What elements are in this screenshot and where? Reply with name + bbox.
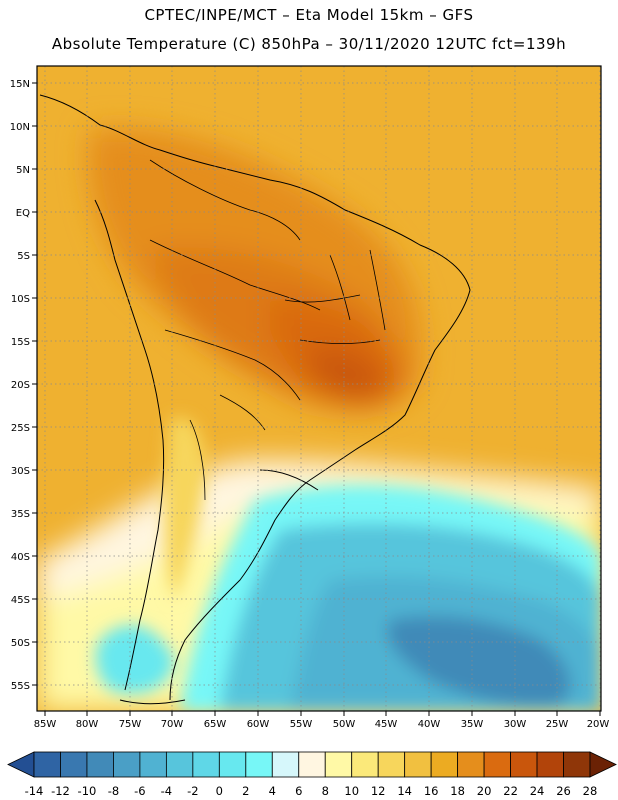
lat-label: 35S [11, 509, 30, 520]
lat-label: 5S [17, 251, 30, 262]
lat-label: 10N [10, 122, 30, 133]
colorbar-label: 18 [450, 784, 465, 798]
coastline [39, 94, 471, 705]
title-line-2: Absolute Temperature (C) 850hPa – 30/11/… [51, 35, 567, 53]
colorbar-label: 14 [397, 784, 412, 798]
country-borders [149, 159, 386, 501]
colorbar-swatch [271, 751, 300, 778]
lon-label: 20W [587, 719, 610, 730]
colorbar-label: 4 [269, 784, 276, 798]
colorbar-label: -6 [134, 784, 145, 798]
lon-label: 50W [333, 719, 356, 730]
lat-label: 15N [10, 79, 30, 90]
lat-label: 55S [11, 681, 30, 692]
colorbar-label: 2 [242, 784, 249, 798]
lon-label: 30W [504, 719, 527, 730]
colorbar-swatch [245, 751, 273, 778]
colorbar-label: 12 [371, 784, 386, 798]
lat-label: 5N [16, 165, 30, 176]
colorbar-label: 26 [556, 784, 571, 798]
colorbar-swatch [139, 751, 167, 778]
colorbar-label: 24 [530, 784, 545, 798]
lat-label: 15S [11, 337, 30, 348]
colorbar-swatch [298, 751, 326, 778]
colorbar-swatch [60, 751, 88, 778]
colorbar-label: 6 [295, 784, 302, 798]
colorbar-label: 16 [424, 784, 439, 798]
colorbar-label: 22 [503, 784, 518, 798]
lon-label: 55W [290, 719, 313, 730]
colorbar-swatch [563, 751, 591, 778]
colorbar-label: -4 [161, 784, 172, 798]
lat-label: 25S [11, 423, 30, 434]
colorbar-labels: -14 -12 -10 -8 -6 -4 -2 0 2 4 6 8 10 12 14 16 18 20 22 24 26… [25, 784, 598, 798]
longitude-axis: 85W 80W 75W 70W 65W 60W 55W 50W 45W 40W … [34, 719, 610, 730]
colorbar-label: 0 [216, 784, 223, 798]
colorbar-label: 28 [583, 784, 598, 798]
lat-label: EQ [16, 208, 30, 219]
colorbar-swatch [351, 751, 379, 778]
lon-label: 80W [76, 719, 99, 730]
colorbar-label: -10 [78, 784, 97, 798]
colorbar-swatch [33, 751, 61, 778]
colorbar-label: -12 [51, 784, 70, 798]
colorbar-swatch [430, 751, 459, 778]
colorbar-swatch [165, 751, 194, 778]
colorbar-min-arrow [7, 751, 35, 778]
lat-label: 10S [11, 294, 30, 305]
lon-label: 45W [375, 719, 398, 730]
lat-label: 40S [11, 552, 30, 563]
plot-frame [36, 65, 602, 712]
lon-label: 85W [34, 719, 57, 730]
colorbar-swatch [113, 751, 141, 778]
colorbar-label: -2 [187, 784, 198, 798]
lon-label: 25W [546, 719, 569, 730]
colorbar-swatch [377, 751, 406, 778]
colorbar-swatch [536, 751, 564, 778]
colorbar-swatch [404, 751, 432, 778]
lon-label: 75W [119, 719, 142, 730]
colorbar-label: -14 [25, 784, 44, 798]
lon-label: 60W [247, 719, 270, 730]
colorbar-max-arrow [589, 751, 617, 778]
tick-marks [32, 82, 601, 716]
colorbar-swatch [218, 751, 247, 778]
lon-label: 40W [418, 719, 441, 730]
lat-label: 20S [11, 380, 30, 391]
lon-label: 70W [161, 719, 184, 730]
colorbar-swatch [86, 751, 114, 778]
colorbar [7, 751, 617, 778]
latitude-axis: 15N 10N 5N EQ 5S 10S 15S 20S 25S 30S 35S… [10, 79, 30, 692]
colorbar-label: 8 [322, 784, 329, 798]
lon-label: 35W [461, 719, 484, 730]
colorbar-swatch [192, 751, 220, 778]
lat-label: 30S [11, 466, 30, 477]
temperature-field [37, 66, 601, 711]
colorbar-label: -8 [108, 784, 119, 798]
lat-label: 50S [11, 638, 30, 649]
colorbar-swatch [510, 751, 538, 778]
colorbar-swatch [457, 751, 485, 778]
lat-label: 45S [11, 595, 30, 606]
colorbar-label: 10 [344, 784, 359, 798]
lon-label: 65W [204, 719, 227, 730]
title-line-1: CPTEC/INPE/MCT – Eta Model 15km – GFS [144, 6, 474, 24]
colorbar-swatch [483, 751, 511, 778]
colorbar-label: 20 [477, 784, 492, 798]
colorbar-swatch [324, 751, 353, 778]
